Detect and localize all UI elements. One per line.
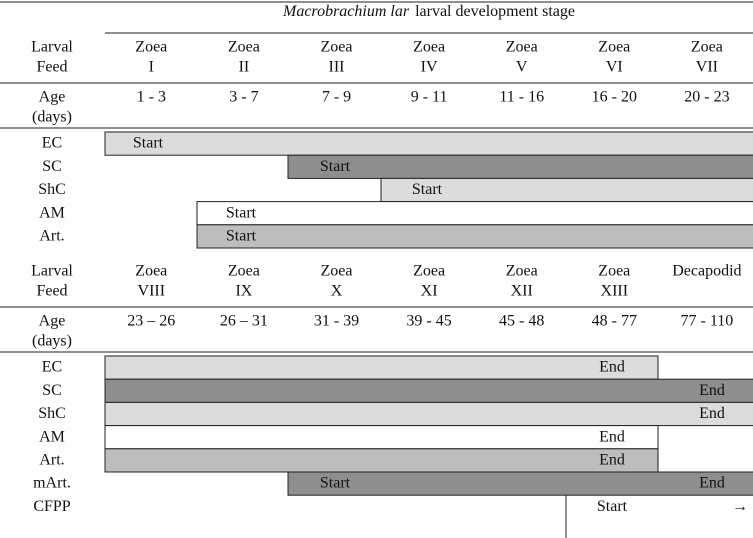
feed-marker: Start [226,204,257,221]
age-label: 20 - 23 [684,89,729,106]
age-label: 26 – 31 [220,313,268,330]
stage-label: X [331,283,343,300]
feed-name: AM [39,204,65,221]
feed-marker: Start [226,227,257,244]
stage-label: Zoea [321,39,353,56]
age-label: 23 – 26 [127,313,175,330]
stage-label: Zoea [228,39,260,56]
feed-bar [196,224,753,249]
stage-label: V [516,59,528,76]
stage-label: Zoea [506,39,538,56]
feed-marker: End [699,475,725,492]
feed-name: SC [42,382,62,399]
age-label: 77 - 110 [681,313,734,330]
feed-marker: End [699,382,725,399]
feed-bar [104,131,753,156]
row-label: (days) [32,333,72,350]
feed-bar [104,425,659,450]
age-label: 39 - 45 [406,313,451,330]
age-label: 48 - 77 [592,313,637,330]
stage-label: Zoea [598,39,630,56]
feed-bar [104,378,753,403]
feed-marker: End [599,428,625,445]
row-label: Feed [36,59,67,76]
feed-marker: End [599,451,625,468]
stage-label: IX [235,283,252,300]
feed-bar [196,201,753,226]
age-label: 3 - 7 [229,89,258,106]
row-label: (days) [32,109,72,126]
row-label: Age [39,89,66,106]
row-label: Feed [36,283,67,300]
title-rest: larval development stage [415,3,575,20]
feed-name: Art. [39,227,64,244]
stage-label: Decapodid [672,263,741,280]
stage-label: VII [696,59,718,76]
stage-label: IV [421,59,438,76]
age-label: 16 - 20 [592,89,637,106]
stage-label: III [329,59,345,76]
feed-name: Art. [39,451,64,468]
feed-bar [287,471,753,496]
row-label: Larval [31,39,73,56]
feed-marker: Start [320,475,351,492]
age-label: 45 - 48 [499,313,544,330]
row-label: Larval [31,263,73,280]
stage-label: VI [606,59,623,76]
stage-label: Zoea [135,39,167,56]
stage-label: Zoea [228,263,260,280]
title-species: Macrobrachium lar [282,3,410,20]
feed-marker: → [732,498,748,515]
age-label: 7 - 9 [322,89,351,106]
stage-label: XIII [601,283,629,300]
feed-name: mArt. [33,475,71,492]
age-label: 9 - 11 [411,89,448,106]
row-label: Age [39,313,66,330]
feed-bar [287,154,753,179]
feed-marker: Start [412,181,443,198]
feed-name: ShC [38,181,66,198]
stage-label: II [239,59,250,76]
feed-name: ShC [38,405,66,422]
stage-label: VIII [138,283,166,300]
feed-marker: End [599,359,625,376]
feed-name: AM [39,428,65,445]
feed-bar [104,401,753,427]
feed-marker: Start [320,158,351,175]
stage-label: Zoea [413,263,445,280]
feed-marker: Start [133,135,164,152]
stage-label: Zoea [413,39,445,56]
feed-marker: End [699,405,725,422]
stage-label: Zoea [321,263,353,280]
feed-name: EC [42,359,62,376]
feed-name: EC [42,135,62,152]
stage-label: I [149,59,154,76]
feed-name: CFPP [33,498,70,515]
age-label: 1 - 3 [137,89,166,106]
age-label: 31 - 39 [314,313,359,330]
stage-label: XI [421,283,438,300]
stage-label: Zoea [135,263,167,280]
stage-label: Zoea [691,39,723,56]
stage-label: XII [511,283,533,300]
feed-name: SC [42,158,62,175]
stage-label: Zoea [598,263,630,280]
age-label: 11 - 16 [499,89,544,106]
stage-label: Zoea [506,263,538,280]
feed-bar [104,448,659,473]
feed-marker: Start [597,498,628,515]
title: Macrobrachium lar larval development stag… [282,3,575,20]
feed-bar [104,355,659,380]
